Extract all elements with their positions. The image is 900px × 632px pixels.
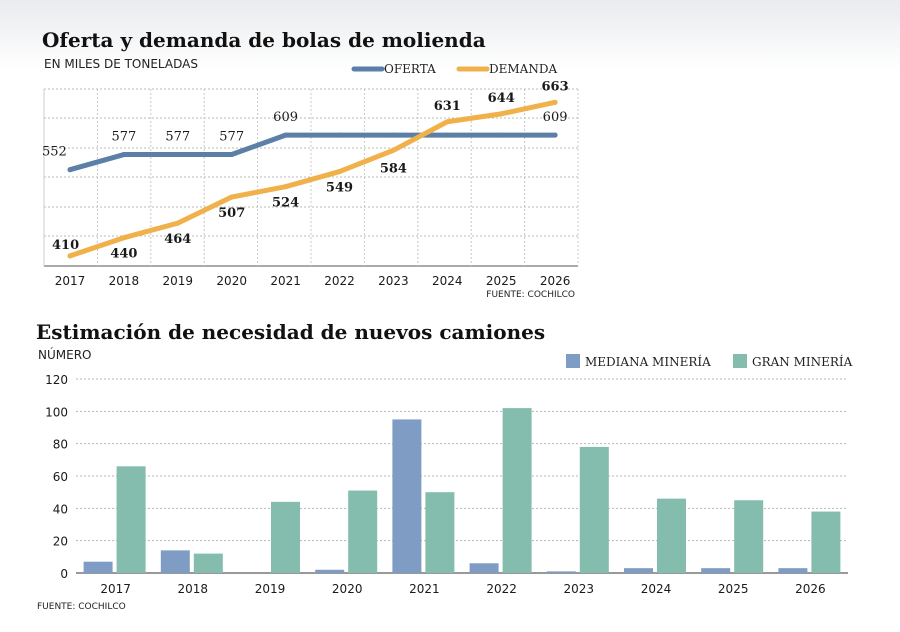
chart2-x-tick-label: 2022	[486, 582, 517, 596]
data-point-oferta	[390, 132, 396, 138]
oferta-data-label: 577	[165, 130, 190, 145]
data-point-oferta	[498, 132, 504, 138]
bar-gran-mineria	[348, 490, 378, 573]
data-point-oferta	[552, 132, 558, 138]
chart2-y-tick-label: 0	[60, 567, 68, 581]
data-point-demanda	[67, 253, 73, 259]
chart2-y-tick-label: 60	[53, 470, 68, 484]
data-point-demanda	[229, 194, 235, 200]
chart2-x-tick-label: 2017	[100, 582, 131, 596]
demanda-data-label: 644	[488, 91, 515, 106]
data-point-demanda	[175, 220, 181, 226]
data-point-oferta	[175, 152, 181, 158]
bar-gran-mineria	[579, 446, 609, 573]
demanda-data-label: 631	[434, 99, 461, 114]
chart2-x-tick-label: 2025	[718, 582, 749, 596]
header-band	[0, 0, 900, 70]
bar-gran-mineria	[811, 511, 841, 573]
chart2-x-tick-label: 2026	[795, 582, 826, 596]
chart2-x-tick-label: 2024	[641, 582, 672, 596]
chart2-y-tick-label: 20	[53, 535, 68, 549]
oferta-data-label: 609	[273, 110, 298, 125]
legend-label-demanda: DEMANDA	[489, 62, 557, 76]
bar-gran-mineria	[425, 492, 455, 573]
legend-label-gran-mineria: GRAN MINERÍA	[752, 354, 853, 369]
bar-mediana-mineria	[392, 419, 422, 573]
data-point-oferta	[444, 132, 450, 138]
chart1-x-tick-label: 2025	[486, 274, 517, 288]
data-point-oferta	[337, 132, 342, 138]
bar-gran-mineria	[502, 408, 532, 573]
series-line-demanda	[67, 99, 558, 259]
demanda-data-label: 524	[272, 196, 299, 211]
chart1-x-tick-label: 2017	[55, 274, 86, 288]
bar-gran-mineria	[271, 501, 300, 573]
chart2-x-tick-label: 2018	[178, 582, 209, 596]
bar-mediana-mineria	[315, 569, 345, 573]
demanda-data-label: 549	[326, 181, 353, 196]
chart1-x-tick-label: 2023	[378, 274, 409, 288]
chart1-x-tick-label: 2020	[216, 274, 247, 288]
chart1-x-tick-label: 2021	[270, 274, 301, 288]
chart1-source: FUENTE: COCHILCO	[486, 290, 575, 300]
chart1-x-tick-label: 2019	[163, 274, 194, 288]
legend-swatch-gran-mineria	[733, 354, 747, 368]
bar-mediana-mineria	[160, 550, 190, 573]
data-point-demanda	[121, 235, 127, 241]
bar-mediana-mineria	[83, 561, 113, 573]
bar-mediana-mineria	[624, 568, 653, 573]
chart2-x-tick-label: 2023	[564, 582, 595, 596]
chart1-x-tick-label: 2026	[540, 274, 571, 288]
chart2-source: FUENTE: COCHILCO	[37, 602, 126, 612]
oferta-data-label: 609	[543, 110, 568, 125]
data-point-demanda	[444, 119, 450, 125]
data-point-demanda	[390, 147, 396, 153]
chart2-ylabel: NÚMERO	[38, 347, 91, 362]
chart1-x-tick-label: 2024	[432, 274, 463, 288]
oferta-data-label: 577	[219, 130, 244, 145]
chart1-x-tick-label: 2018	[109, 274, 140, 288]
data-point-oferta	[283, 132, 289, 138]
demanda-data-label: 584	[380, 161, 407, 176]
series-line-oferta	[67, 132, 558, 173]
bar-gran-mineria	[116, 466, 146, 573]
data-point-demanda	[283, 184, 289, 190]
legend-swatch-mediana-mineria	[566, 354, 580, 368]
chart2-y-tick-label: 120	[45, 373, 68, 387]
bar-mediana-mineria	[469, 563, 499, 573]
bar-gran-mineria	[193, 553, 223, 573]
bar-mediana-mineria	[778, 568, 808, 573]
demanda-data-label: 663	[542, 79, 569, 94]
bar-gran-mineria	[657, 498, 686, 573]
chart2-title: Estimación de necesidad de nuevos camion…	[36, 320, 545, 344]
chart2-x-tick-label: 2021	[409, 582, 440, 596]
demanda-data-label: 440	[110, 247, 137, 262]
chart1-title: Oferta y demanda de bolas de molienda	[42, 28, 486, 52]
oferta-data-label: 577	[111, 130, 136, 145]
data-point-oferta	[229, 152, 235, 158]
bar-mediana-mineria	[546, 571, 576, 573]
chart2-y-tick-label: 80	[53, 438, 68, 452]
demanda-data-label: 507	[218, 206, 245, 221]
chart2-y-tick-label: 100	[45, 405, 68, 419]
chart1-subtitle: EN MILES DE TONELADAS	[44, 57, 198, 71]
data-point-demanda	[552, 99, 558, 105]
data-point-oferta	[67, 167, 73, 173]
chart2-y-tick-label: 40	[53, 502, 68, 516]
data-point-demanda	[498, 111, 504, 117]
chart1-x-tick-label: 2022	[324, 274, 355, 288]
bar-gran-mineria	[734, 500, 764, 573]
data-point-demanda	[337, 169, 342, 175]
chart2-x-tick-label: 2020	[332, 582, 363, 596]
chart2-x-tick-label: 2019	[255, 582, 286, 596]
legend-label-mediana-mineria: MEDIANA MINERÍA	[585, 354, 711, 369]
demanda-data-label: 410	[52, 238, 79, 253]
data-point-oferta	[121, 152, 127, 158]
bar-mediana-mineria	[701, 568, 731, 573]
oferta-data-label: 552	[42, 145, 67, 160]
legend-label-oferta: OFERTA	[384, 62, 436, 76]
demanda-data-label: 464	[164, 232, 191, 247]
